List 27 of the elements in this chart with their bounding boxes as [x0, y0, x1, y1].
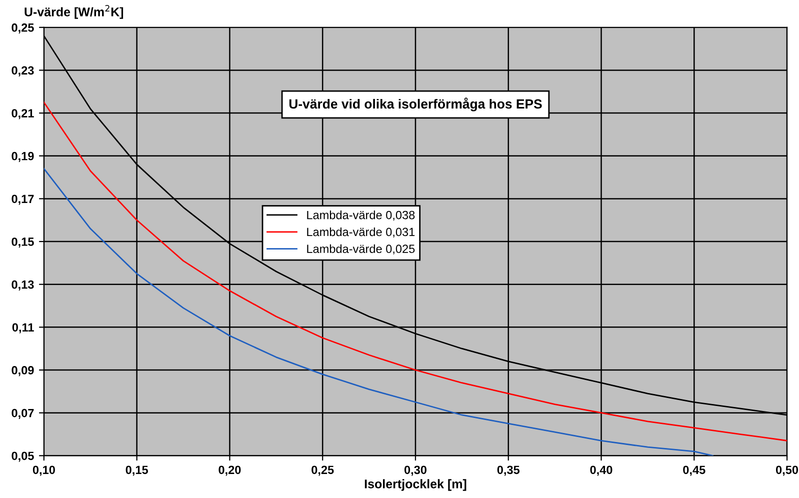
x-tick-label: 0,25	[312, 466, 334, 476]
x-tick-label: 0,45	[683, 466, 706, 476]
legend-label: Lambda-värde 0,038	[307, 210, 415, 221]
legend-label: Lambda-värde 0,025	[307, 244, 415, 254]
y-tick-label: 0,13	[12, 280, 34, 290]
y-tick-label: 0,23	[12, 66, 34, 76]
y-tick-label: 0,17	[12, 194, 34, 205]
y-tick-label: 0,21	[12, 109, 34, 120]
y-tick-label: 0,25	[12, 23, 34, 34]
x-tick-label: 0,10	[32, 466, 55, 476]
y-tick-label: 0,11	[12, 323, 34, 334]
legend-label: Lambda-värde 0,031	[307, 227, 415, 238]
y-tick-label: 0,09	[12, 366, 34, 376]
y-axis-title: U-värde [W/m$^{2}$K]	[24, 4, 124, 19]
y-tick-label: 0,15	[12, 238, 34, 248]
x-tick-label: 0,50	[776, 466, 798, 476]
x-tick-label: 0,30	[404, 466, 426, 476]
y-tick-label: 0,07	[12, 408, 34, 419]
x-tick-label: 0,40	[590, 466, 612, 476]
x-tick-label: 0,15	[126, 466, 148, 476]
x-tick-label: 0,35	[497, 466, 520, 476]
y-tick-label: 0,05	[12, 452, 34, 462]
x-tick-label: 0,20	[218, 466, 241, 476]
x-axis-title: Isolertjocklek [m]	[364, 479, 466, 491]
line-series	[44, 168, 714, 456]
y-tick-label: 0,19	[12, 152, 34, 162]
text: U-värde vid olika isolerförmåga hos EPS	[289, 98, 542, 112]
